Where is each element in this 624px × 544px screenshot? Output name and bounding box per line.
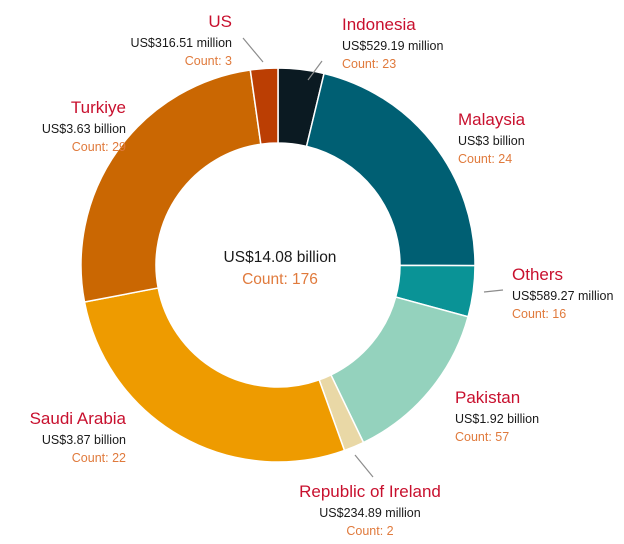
label-value-republic-of-ireland: US$234.89 million (319, 506, 420, 520)
label-value-indonesia: US$529.19 million (342, 39, 443, 53)
slice-us (249, 67, 279, 146)
label-value-malaysia: US$3 billion (458, 134, 525, 148)
label-count-malaysia: Count: 24 (458, 152, 512, 166)
label-count-saudi-arabia: Count: 22 (72, 451, 126, 465)
label-name-pakistan: Pakistan (455, 388, 520, 407)
label-count-indonesia: Count: 23 (342, 57, 396, 71)
label-value-saudi-arabia: US$3.87 billion (42, 433, 126, 447)
slice-turkiye (80, 69, 262, 303)
label-count-pakistan: Count: 57 (455, 430, 509, 444)
label-name-turkiye: Turkiye (71, 98, 126, 117)
label-value-turkiye: US$3.63 billion (42, 122, 126, 136)
slice-malaysia (305, 72, 476, 267)
leader-line-others (483, 289, 504, 293)
center-total-count: Count: 176 (242, 271, 318, 288)
slice-saudi-arabia (83, 287, 346, 463)
label-name-republic-of-ireland: Republic of Ireland (299, 482, 441, 501)
label-name-malaysia: Malaysia (458, 110, 526, 129)
label-count-others: Count: 16 (512, 307, 566, 321)
label-name-others: Others (512, 265, 563, 284)
label-count-republic-of-ireland: Count: 2 (346, 524, 393, 538)
label-name-us: US (208, 12, 232, 31)
label-value-us: US$316.51 million (131, 36, 232, 50)
label-count-us: Count: 3 (185, 54, 232, 68)
center-total-value: US$14.08 billion (224, 249, 337, 266)
label-value-others: US$589.27 million (512, 289, 613, 303)
label-name-indonesia: Indonesia (342, 15, 416, 34)
label-name-saudi-arabia: Saudi Arabia (30, 409, 127, 428)
leader-line-us (242, 37, 264, 63)
leader-line-republic-of-ireland (354, 454, 374, 478)
leader-line-indonesia (307, 60, 323, 81)
label-count-turkiye: Count: 29 (72, 140, 126, 154)
label-value-pakistan: US$1.92 billion (455, 412, 539, 426)
